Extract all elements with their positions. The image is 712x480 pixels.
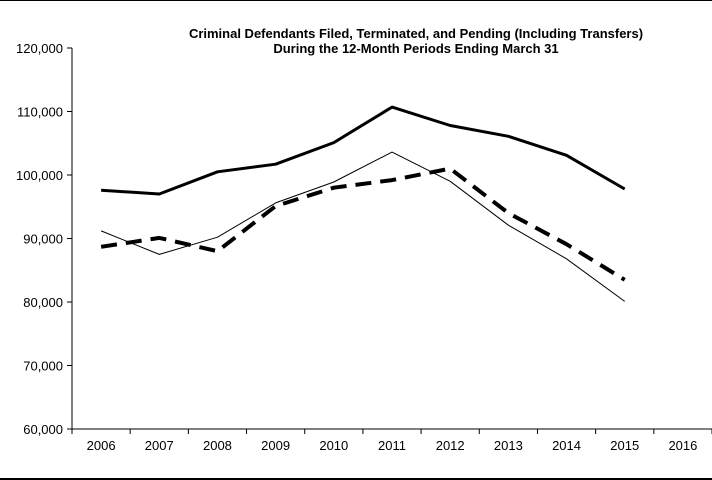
y-tick-label: 90,000 [23, 232, 63, 247]
x-tick-label: 2012 [436, 438, 465, 453]
y-tick-label: 100,000 [16, 168, 63, 183]
x-tick-label: 2015 [610, 438, 639, 453]
series-lines [100, 105, 626, 302]
x-tick-label: 2007 [145, 438, 174, 453]
tick-labels: 60,000 70,000 80,000 90,000 100,000 110,000 12… [16, 41, 697, 453]
axes [67, 47, 712, 434]
series-line-2 [100, 151, 625, 302]
x-tick-label: 2006 [87, 438, 116, 453]
chart-title-line-1: Criminal Defendants Filed, Terminated, a… [189, 26, 643, 41]
y-tick-label: 80,000 [23, 295, 63, 310]
series-line-1 [101, 105, 626, 196]
x-tick-label: 2014 [552, 438, 581, 453]
series-line-3 [100, 166, 626, 282]
y-tick-label: 110,000 [17, 105, 63, 120]
x-tick-label: 2011 [378, 438, 406, 453]
x-tick-label: 2009 [261, 438, 290, 453]
x-tick-label: 2016 [668, 438, 697, 453]
y-tick-label: 120,000 [16, 41, 63, 56]
x-tick-label: 2008 [203, 438, 232, 453]
x-tick-label: 2013 [494, 438, 523, 453]
y-tick-label: 70,000 [23, 359, 63, 374]
x-tick-label: 2010 [319, 438, 348, 453]
y-tick-label: 60,000 [23, 422, 63, 437]
chart-title-line-2: During the 12-Month Periods Ending March… [273, 41, 558, 56]
